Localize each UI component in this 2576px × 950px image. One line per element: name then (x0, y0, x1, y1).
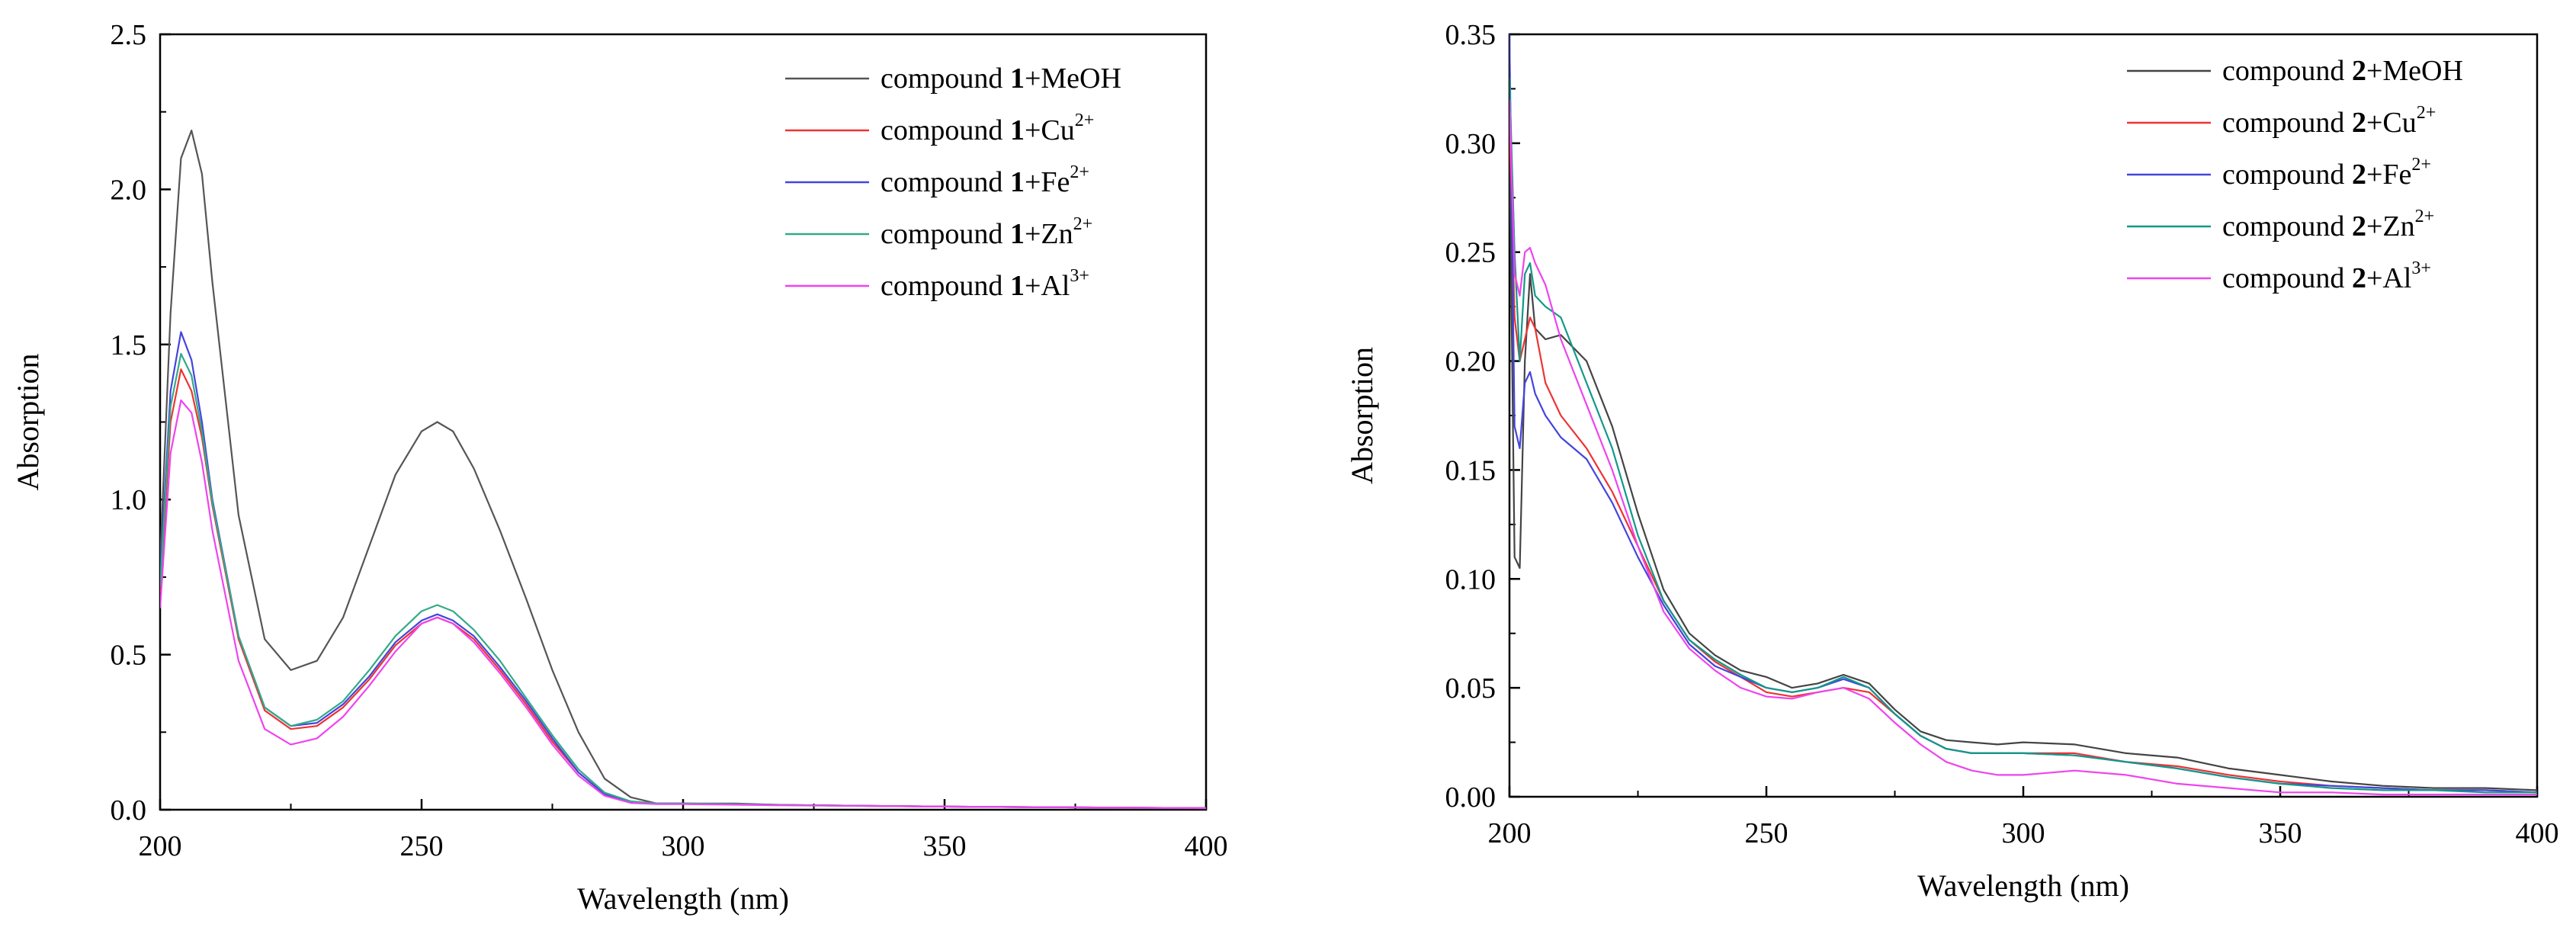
plot-frame (1508, 33, 2539, 798)
legend-entry: compound 1+MeOH (881, 63, 1121, 95)
y-tick-label: 2.5 (111, 19, 147, 51)
y-tick-label: 0.05 (1445, 672, 1497, 704)
legend-entry: compound 2+Zn2+ (2222, 207, 2434, 242)
legend-entry: compound 1+Zn2+ (881, 214, 1092, 250)
series-line-5 (160, 399, 1206, 810)
y-tick-label: 0.25 (1445, 237, 1497, 269)
y-tick-label: 0.10 (1445, 563, 1497, 595)
y-tick-label: 0.00 (1445, 782, 1497, 814)
y-tick-label: 2.0 (111, 174, 147, 206)
x-tick-label: 350 (2259, 817, 2302, 849)
legend-entry: compound 1+Al3+ (881, 266, 1089, 302)
y-tick-label: 0.30 (1445, 128, 1497, 160)
plot-frame (159, 33, 1208, 811)
series-line-2 (160, 368, 1206, 810)
series-line-1 (1509, 143, 2537, 791)
y-axis-label: Absorption (11, 354, 45, 491)
x-tick-label: 200 (1488, 817, 1532, 849)
legend-entry: compound 2+Cu2+ (2222, 103, 2436, 139)
x-axis-label: Wavelength (nm) (1917, 868, 2129, 903)
series-line-4 (1509, 78, 2537, 794)
legend-entry: compound 1+Cu2+ (881, 111, 1094, 146)
x-tick-label: 350 (923, 830, 967, 862)
y-tick-label: 0.20 (1445, 346, 1497, 378)
series-line-3 (1509, 34, 2537, 794)
y-tick-label: 1.5 (111, 329, 147, 361)
x-tick-label: 400 (2516, 817, 2559, 849)
chart-panel-1: 200 250 300 350 400 0.0 0.5 1.0 1.5 2.0 2.5 Wavelen… (11, 19, 1228, 916)
x-tick-label: 400 (1185, 830, 1228, 862)
legend-entry: compound 1+Fe2+ (881, 162, 1089, 198)
legend-entry: compound 2+Al3+ (2222, 258, 2431, 294)
legend-entry: compound 2+Fe2+ (2222, 155, 2431, 191)
y-tick-label: 0.35 (1445, 19, 1497, 51)
x-tick-label: 200 (139, 830, 182, 862)
y-tick-label: 0.0 (111, 794, 147, 826)
series-line-4 (160, 352, 1206, 810)
x-axis-label: Wavelength (nm) (577, 881, 789, 916)
legend-entry: compound 2+MeOH (2222, 55, 2463, 87)
x-tick-label: 250 (1745, 817, 1788, 849)
y-tick-label: 1.0 (111, 484, 147, 516)
series-line-5 (1509, 99, 2537, 796)
x-tick-label: 250 (400, 830, 444, 862)
series-line-3 (160, 331, 1206, 810)
y-tick-label: 0.5 (111, 640, 147, 672)
y-tick-label: 0.15 (1445, 454, 1497, 486)
chart-panel-2: 200 250 300 350 400 0.00 0.05 0.10 0.15 0.20 0.25 0… (1345, 19, 2559, 903)
x-tick-label: 300 (662, 830, 705, 862)
y-axis-label: Absorption (1345, 347, 1379, 484)
x-tick-label: 300 (2002, 817, 2045, 849)
